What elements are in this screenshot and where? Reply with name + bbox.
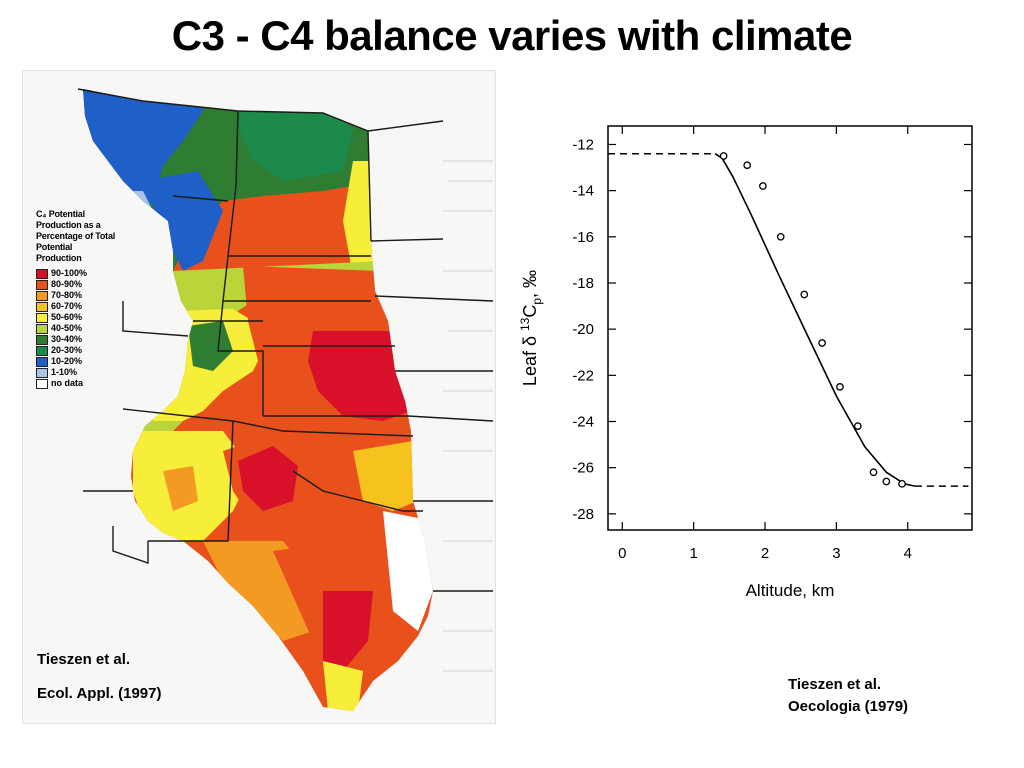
y-tick-label: -20 (572, 321, 594, 338)
data-point (853, 422, 862, 430)
y-tick-label: -16 (572, 229, 594, 246)
legend-item: 60-70% (36, 301, 118, 312)
data-point (898, 479, 906, 488)
legend-item: 90-100% (36, 268, 118, 279)
x-tick-label: 4 (904, 545, 912, 562)
legend-item: 10-20% (36, 356, 118, 367)
chart-svg: -12 -14 -16 -18 -20 -22 -24 -26 -28 0 1 2 3 4 Altitude… (518, 125, 973, 600)
legend-label: 80-90% (51, 279, 83, 289)
y-axis-label-suffix: , ‰ (520, 270, 540, 298)
data-point (818, 339, 826, 347)
chart-credit-journal: Oecologia (1979) (788, 698, 909, 715)
slide-title: C3 - C4 balance varies with climate (171, 12, 853, 59)
legend-label: 30-40% (51, 334, 83, 344)
great-plains-map-graphic (77, 88, 494, 711)
legend-item: 80-90% (36, 279, 118, 290)
legend-label: 50-60% (51, 312, 83, 322)
plot-frame (607, 125, 973, 531)
legend-swatch (36, 301, 48, 312)
x-tick-label: 3 (832, 545, 840, 562)
data-point (836, 383, 844, 391)
data-point (759, 182, 767, 190)
legend-swatch (36, 268, 48, 279)
legend-swatch (36, 290, 48, 301)
y-tick-label: -14 (572, 183, 594, 200)
legend-title: C₄ Potential Production as a Percentage … (36, 209, 116, 263)
legend-item: 20-30% (36, 345, 118, 356)
fit-curve (714, 153, 916, 487)
legend-item: 70-80% (36, 290, 118, 301)
legend-swatch (36, 367, 48, 378)
data-point (800, 290, 809, 299)
legend-swatch (36, 323, 48, 334)
legend-swatch (36, 345, 48, 356)
data-point (882, 477, 891, 486)
legend-swatch (36, 356, 48, 367)
legend-swatch (36, 312, 48, 323)
y-tick-label: -18 (572, 275, 594, 292)
legend-label: 20-30% (51, 345, 83, 355)
x-tick-label: 1 (689, 545, 697, 562)
y-axis-label-sub: p (530, 298, 544, 305)
y-axis-label-prefix: Leaf δ (520, 331, 540, 386)
x-tick-label: 0 (618, 545, 626, 562)
map-credit-authors: Tieszen et al. (37, 651, 131, 668)
x-tick-label: 2 (761, 545, 769, 562)
y-tick-label: -12 (572, 136, 594, 153)
y-axis-label-mid: C (520, 305, 540, 318)
y-axis-label: Leaf δ 13Cp, ‰ (518, 270, 544, 386)
legend-label: 40-50% (51, 323, 83, 333)
y-tick-label: -26 (572, 460, 594, 477)
data-point (719, 152, 728, 160)
legend-item: 1-10% (36, 367, 118, 378)
c4-production-map: C₄ Potential Production as a Percentage … (22, 70, 496, 724)
legend-label: 90-100% (51, 268, 88, 278)
legend-label: 70-80% (51, 290, 83, 300)
legend-swatch (36, 334, 48, 345)
legend-label: 1-10% (51, 367, 78, 377)
x-axis-label: Altitude, km (746, 581, 835, 600)
y-tick-label: -28 (572, 506, 594, 523)
legend-swatch (36, 279, 48, 290)
legend-item: 50-60% (36, 312, 118, 323)
y-tick-label: -22 (572, 367, 594, 384)
data-point (869, 468, 878, 477)
legend-label: no data (51, 378, 84, 388)
isotope-altitude-chart: -12 -14 -16 -18 -20 -22 -24 -26 -28 0 1 2 3 4 Altitude… (500, 110, 1000, 610)
legend-label: 60-70% (51, 301, 83, 311)
map-credit-journal: Ecol. Appl. (1997) (37, 685, 162, 702)
data-point (743, 161, 752, 170)
chart-credit: Tieszen et al. Oecologia (1979) (788, 674, 908, 718)
data-point (776, 232, 785, 241)
legend-label: 10-20% (51, 356, 83, 366)
legend-swatch (36, 378, 48, 389)
legend-item: 30-40% (36, 334, 118, 345)
y-axis-label-sup: 13 (518, 317, 532, 331)
map-legend: C₄ Potential Production as a Percentage … (36, 209, 118, 389)
y-tick-label: -24 (572, 413, 594, 430)
legend-item: 40-50% (36, 323, 118, 334)
legend-item: no data (36, 378, 118, 389)
chart-credit-authors: Tieszen et al. (788, 676, 882, 693)
